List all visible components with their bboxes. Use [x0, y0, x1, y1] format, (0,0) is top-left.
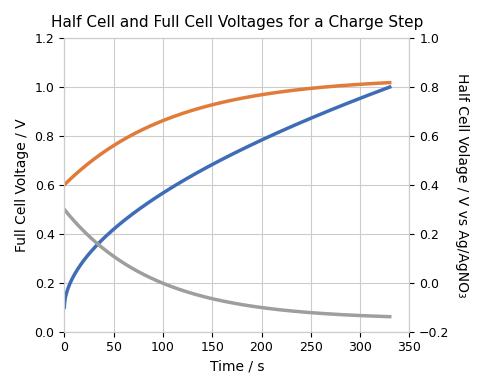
Title: Half Cell and Full Cell Voltages for a Charge Step: Half Cell and Full Cell Voltages for a C… [51, 15, 423, 30]
Y-axis label: Half Cell Volage / V vs Ag/AgNO₃: Half Cell Volage / V vs Ag/AgNO₃ [455, 73, 469, 297]
X-axis label: Time / s: Time / s [210, 360, 264, 374]
Y-axis label: Full Cell Voltage / V: Full Cell Voltage / V [15, 118, 29, 252]
